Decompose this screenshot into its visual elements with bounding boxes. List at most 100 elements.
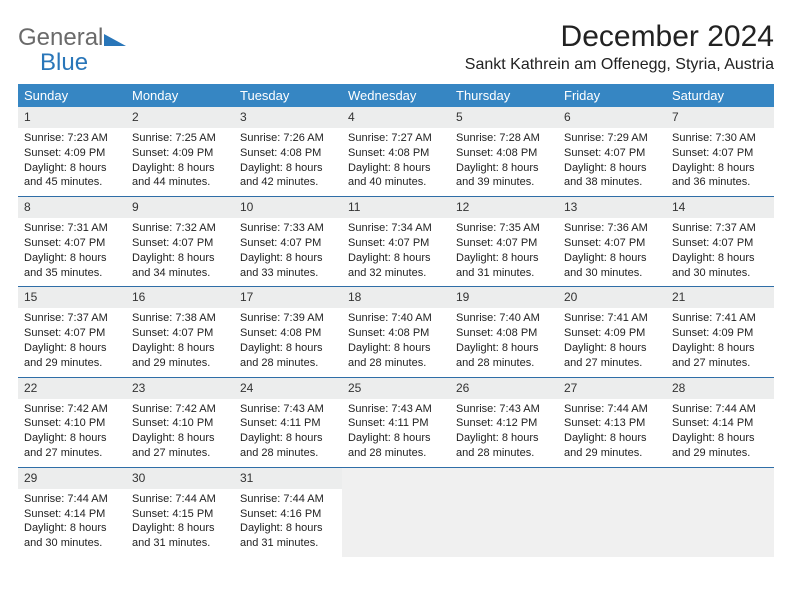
weekday-header: Wednesday xyxy=(342,84,450,107)
day-number: 27 xyxy=(564,381,577,395)
day-info: Sunrise: 7:44 AMSunset: 4:15 PMDaylight:… xyxy=(132,492,228,551)
sunrise-text: Sunrise: 7:43 AM xyxy=(348,402,444,417)
daylight-text: Daylight: 8 hours and 29 minutes. xyxy=(24,341,120,371)
weekday-header: Tuesday xyxy=(234,84,342,107)
page-title: December 2024 xyxy=(465,20,774,54)
day-number: 14 xyxy=(672,200,685,214)
daylight-text: Daylight: 8 hours and 40 minutes. xyxy=(348,161,444,191)
day-info: Sunrise: 7:44 AMSunset: 4:14 PMDaylight:… xyxy=(24,492,120,551)
logo-text-general: General xyxy=(18,24,103,51)
day-number: 29 xyxy=(24,471,37,485)
weekday-header: Thursday xyxy=(450,84,558,107)
daynum-bar: 31 xyxy=(234,468,342,489)
daylight-text: Daylight: 8 hours and 39 minutes. xyxy=(456,161,552,191)
daynum-bar: 26 xyxy=(450,378,558,399)
day-info: Sunrise: 7:37 AMSunset: 4:07 PMDaylight:… xyxy=(672,221,768,280)
sunset-text: Sunset: 4:07 PM xyxy=(132,326,228,341)
day-number: 22 xyxy=(24,381,37,395)
sunset-text: Sunset: 4:11 PM xyxy=(348,416,444,431)
daylight-text: Daylight: 8 hours and 30 minutes. xyxy=(24,521,120,551)
weekday-header-row: SundayMondayTuesdayWednesdayThursdayFrid… xyxy=(18,84,774,107)
sunset-text: Sunset: 4:07 PM xyxy=(24,236,120,251)
day-number: 10 xyxy=(240,200,253,214)
daynum-bar: 22 xyxy=(18,378,126,399)
daylight-text: Daylight: 8 hours and 45 minutes. xyxy=(24,161,120,191)
sunset-text: Sunset: 4:08 PM xyxy=(240,146,336,161)
daylight-text: Daylight: 8 hours and 33 minutes. xyxy=(240,251,336,281)
daylight-text: Daylight: 8 hours and 29 minutes. xyxy=(132,341,228,371)
sunset-text: Sunset: 4:07 PM xyxy=(456,236,552,251)
location-text: Sankt Kathrein am Offenegg, Styria, Aust… xyxy=(465,56,774,74)
day-number: 11 xyxy=(348,200,360,214)
day-cell-empty xyxy=(450,468,558,557)
daynum-bar: 6 xyxy=(558,107,666,128)
day-number: 7 xyxy=(672,110,679,124)
daynum-bar: 16 xyxy=(126,287,234,308)
day-cell: 25 Sunrise: 7:43 AMSunset: 4:11 PMDayligh… xyxy=(342,378,450,467)
sunrise-text: Sunrise: 7:26 AM xyxy=(240,131,336,146)
day-info: Sunrise: 7:43 AMSunset: 4:11 PMDaylight:… xyxy=(348,402,444,461)
sunrise-text: Sunrise: 7:38 AM xyxy=(132,311,228,326)
sunrise-text: Sunrise: 7:43 AM xyxy=(456,402,552,417)
day-info: Sunrise: 7:31 AMSunset: 4:07 PMDaylight:… xyxy=(24,221,120,280)
daynum-bar: 1 xyxy=(18,107,126,128)
day-cell: 23Sunrise: 7:42 AMSunset: 4:10 PMDayligh… xyxy=(126,378,234,467)
day-cell: 15Sunrise: 7:37 AMSunset: 4:07 PMDayligh… xyxy=(18,287,126,376)
daynum-bar: 15 xyxy=(18,287,126,308)
day-cell: 16 Sunrise: 7:38 AMSunset: 4:07 PMDayligh… xyxy=(126,287,234,376)
daylight-text: Daylight: 8 hours and 27 minutes. xyxy=(132,431,228,461)
sunrise-text: Sunrise: 7:27 AM xyxy=(348,131,444,146)
day-number: 25 xyxy=(348,381,361,395)
day-number: 3 xyxy=(240,110,247,124)
daylight-text: Daylight: 8 hours and 30 minutes. xyxy=(672,251,768,281)
day-number: 21 xyxy=(672,290,685,304)
header-right: December 2024 Sankt Kathrein am Offenegg… xyxy=(465,20,774,78)
day-cell: 7Sunrise: 7:30 AMSunset: 4:07 PMDaylight… xyxy=(666,107,774,196)
daynum-bar: 21 xyxy=(666,287,774,308)
day-cell: 9Sunrise: 7:32 AMSunset: 4:07 PMDaylight… xyxy=(126,197,234,286)
logo-text-blue: Blue xyxy=(40,49,88,76)
daylight-text: Daylight: 8 hours and 28 minutes. xyxy=(456,431,552,461)
weekday-header: Sunday xyxy=(18,84,126,107)
weekday-header: Friday xyxy=(558,84,666,107)
day-info: Sunrise: 7:26 AMSunset: 4:08 PMDaylight:… xyxy=(240,131,336,190)
daylight-text: Daylight: 8 hours and 44 minutes. xyxy=(132,161,228,191)
daynum-bar: 7 xyxy=(666,107,774,128)
day-info: Sunrise: 7:43 AMSunset: 4:11 PMDaylight:… xyxy=(240,402,336,461)
day-info: Sunrise: 7:44 AMSunset: 4:13 PMDaylight:… xyxy=(564,402,660,461)
sunrise-text: Sunrise: 7:33 AM xyxy=(240,221,336,236)
day-number: 17 xyxy=(240,290,253,304)
daynum-bar: 20 xyxy=(558,287,666,308)
day-cell-empty xyxy=(558,468,666,557)
daylight-text: Daylight: 8 hours and 31 minutes. xyxy=(132,521,228,551)
daylight-text: Daylight: 8 hours and 28 minutes. xyxy=(348,341,444,371)
day-cell: 26 Sunrise: 7:43 AMSunset: 4:12 PMDayligh… xyxy=(450,378,558,467)
sunrise-text: Sunrise: 7:39 AM xyxy=(240,311,336,326)
daylight-text: Daylight: 8 hours and 35 minutes. xyxy=(24,251,120,281)
sunset-text: Sunset: 4:09 PM xyxy=(24,146,120,161)
daynum-bar: 17 xyxy=(234,287,342,308)
day-number: 18 xyxy=(348,290,361,304)
daynum-bar: 10 xyxy=(234,197,342,218)
week-row: 1 Sunrise: 7:23 AMSunset: 4:09 PMDaylight… xyxy=(18,107,774,196)
daynum-bar: 5 xyxy=(450,107,558,128)
weekday-header: Monday xyxy=(126,84,234,107)
day-cell: 14 Sunrise: 7:37 AMSunset: 4:07 PMDayligh… xyxy=(666,197,774,286)
logo-triangle-icon xyxy=(104,30,126,51)
daynum-bar: 19 xyxy=(450,287,558,308)
sunrise-text: Sunrise: 7:44 AM xyxy=(564,402,660,417)
day-info: Sunrise: 7:25 AMSunset: 4:09 PMDaylight:… xyxy=(132,131,228,190)
sunset-text: Sunset: 4:12 PM xyxy=(456,416,552,431)
day-cell: 13Sunrise: 7:36 AMSunset: 4:07 PMDayligh… xyxy=(558,197,666,286)
day-cell: 21Sunrise: 7:41 AMSunset: 4:09 PMDayligh… xyxy=(666,287,774,376)
sunset-text: Sunset: 4:11 PM xyxy=(240,416,336,431)
day-number: 6 xyxy=(564,110,571,124)
day-cell: 5Sunrise: 7:28 AMSunset: 4:08 PMDaylight… xyxy=(450,107,558,196)
day-info: Sunrise: 7:23 AMSunset: 4:09 PMDaylight:… xyxy=(24,131,120,190)
sunset-text: Sunset: 4:07 PM xyxy=(348,236,444,251)
day-info: Sunrise: 7:38 AMSunset: 4:07 PMDaylight:… xyxy=(132,311,228,370)
sunrise-text: Sunrise: 7:42 AM xyxy=(24,402,120,417)
sunset-text: Sunset: 4:14 PM xyxy=(24,507,120,522)
day-cell: 4Sunrise: 7:27 AMSunset: 4:08 PMDaylight… xyxy=(342,107,450,196)
sunset-text: Sunset: 4:08 PM xyxy=(240,326,336,341)
